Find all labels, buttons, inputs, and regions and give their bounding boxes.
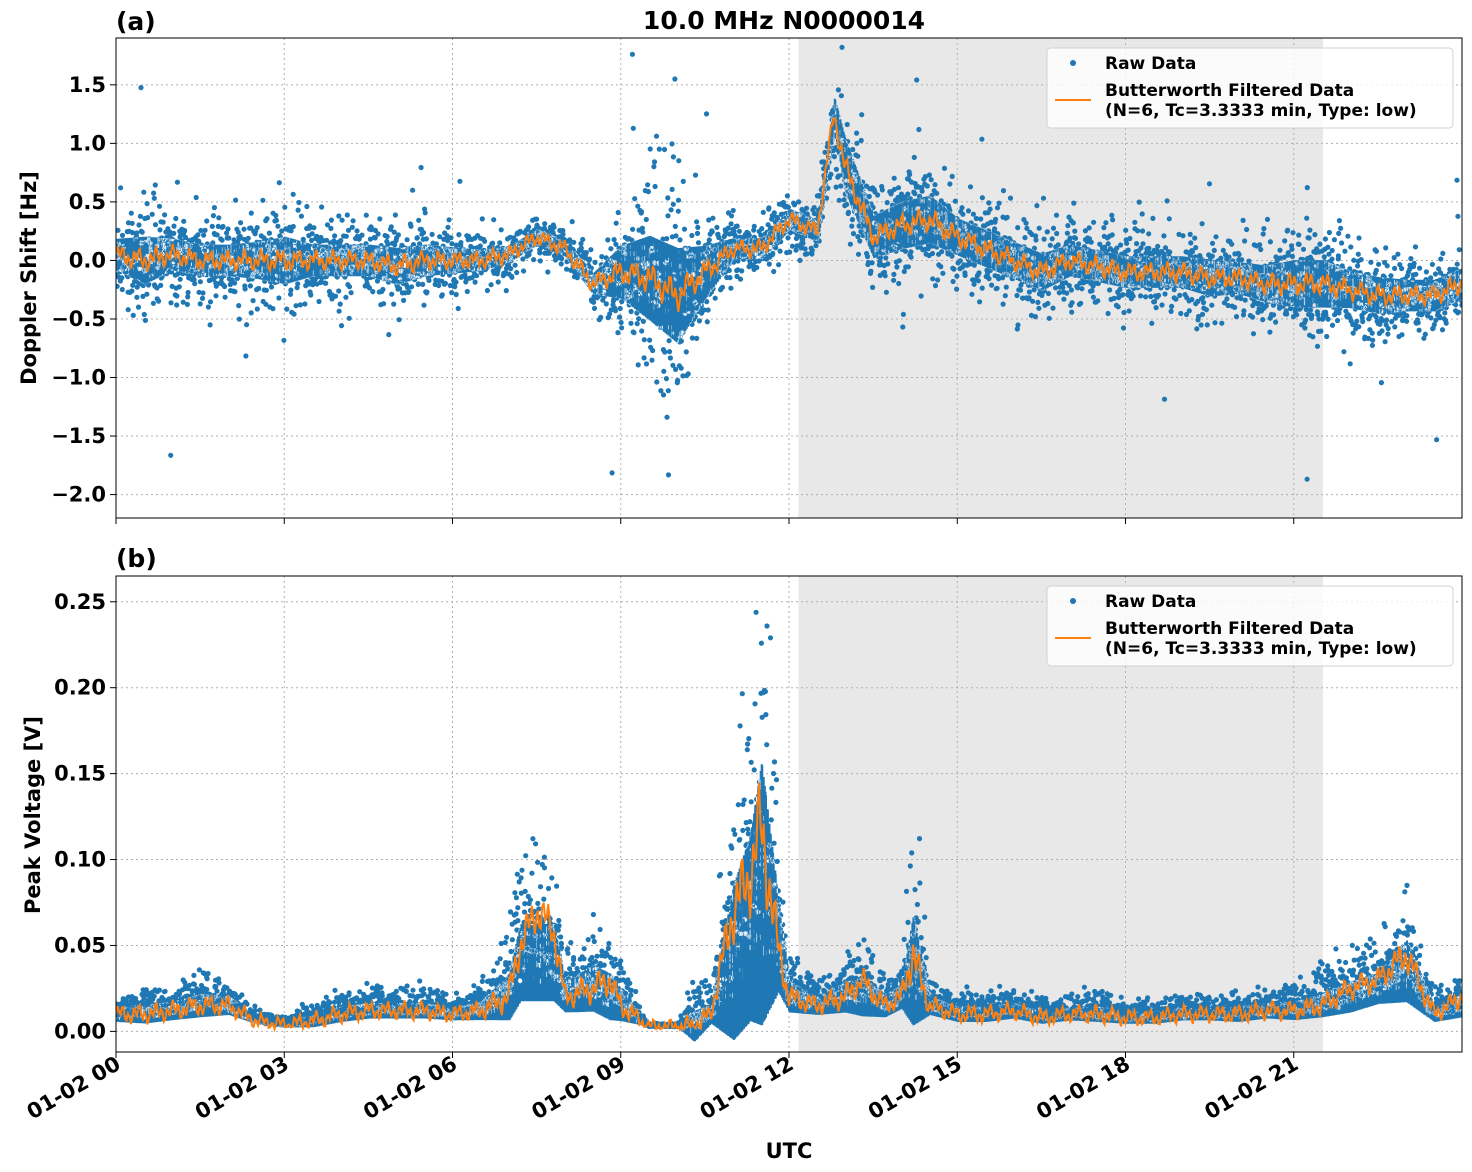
panel-a-ytick-label: −2.0 bbox=[51, 483, 106, 507]
panel-b-ytick-label: 0.20 bbox=[54, 676, 106, 700]
panel-b-ytick-label: 0.00 bbox=[54, 1019, 106, 1043]
figure-title: 10.0 MHz N0000014 bbox=[643, 6, 925, 35]
panel-b-label: (b) bbox=[116, 544, 157, 573]
panel-a-label: (a) bbox=[116, 7, 156, 36]
panel-b-legend-box bbox=[1046, 585, 1454, 667]
panel-b-legend-filtered-label-2: (N=6, Tc=3.3333 min, Type: low) bbox=[1105, 639, 1417, 659]
panel-a-ytick-label: −1.0 bbox=[51, 366, 106, 390]
panel-b-ytick-label: 0.25 bbox=[54, 590, 106, 614]
panel-a-doppler-shift: 1.5 1.0 0.5 0.0 −0.5 −1.0 −1.5 −2.0 Raw Data Butt… bbox=[51, 37, 1463, 524]
panel-a-ytick-label: 0.0 bbox=[69, 248, 106, 272]
panel-a-ytick-label: 1.0 bbox=[69, 131, 106, 155]
panel-a-legend-filtered-label-1: Butterworth Filtered Data bbox=[1105, 81, 1354, 101]
panel-b-filtered-data-line bbox=[116, 782, 1462, 1033]
panel-b-ytick-label: 0.15 bbox=[54, 762, 106, 786]
x-axis-label: UTC bbox=[766, 1139, 813, 1163]
panel-a-legend-filtered-label-2: (N=6, Tc=3.3333 min, Type: low) bbox=[1105, 101, 1417, 121]
panel-b-ytick-label: 0.05 bbox=[54, 933, 106, 957]
panel-b-legend-raw-marker bbox=[1070, 598, 1076, 604]
panel-b-ytick-label: 0.10 bbox=[54, 848, 106, 872]
panel-b-legend-raw-label: Raw Data bbox=[1105, 592, 1196, 612]
panel-b-legend-filtered-label-1: Butterworth Filtered Data bbox=[1105, 619, 1354, 639]
panel-b-ylabel: Peak Voltage [V] bbox=[21, 716, 45, 914]
panel-a-ytick-label: −1.5 bbox=[51, 424, 106, 448]
panel-a-ylabel: Doppler Shift [Hz] bbox=[17, 171, 41, 385]
panel-a-ytick-label: 0.5 bbox=[69, 190, 106, 214]
panel-a-legend-raw-marker bbox=[1070, 60, 1076, 66]
panel-a-legend-raw-label: Raw Data bbox=[1105, 54, 1196, 74]
panel-a-legend: Raw Data Butterworth Filtered Data(N=6, T… bbox=[1046, 47, 1454, 129]
panel-a-filtered-data-line bbox=[116, 116, 1462, 313]
panel-b-legend: Raw Data Butterworth Filtered Data(N=6, T… bbox=[1046, 585, 1454, 667]
panel-a-ytick-label: −0.5 bbox=[51, 307, 106, 331]
panel-a-ytick-label: 1.5 bbox=[69, 73, 106, 97]
panel-a-legend-box bbox=[1046, 47, 1454, 129]
